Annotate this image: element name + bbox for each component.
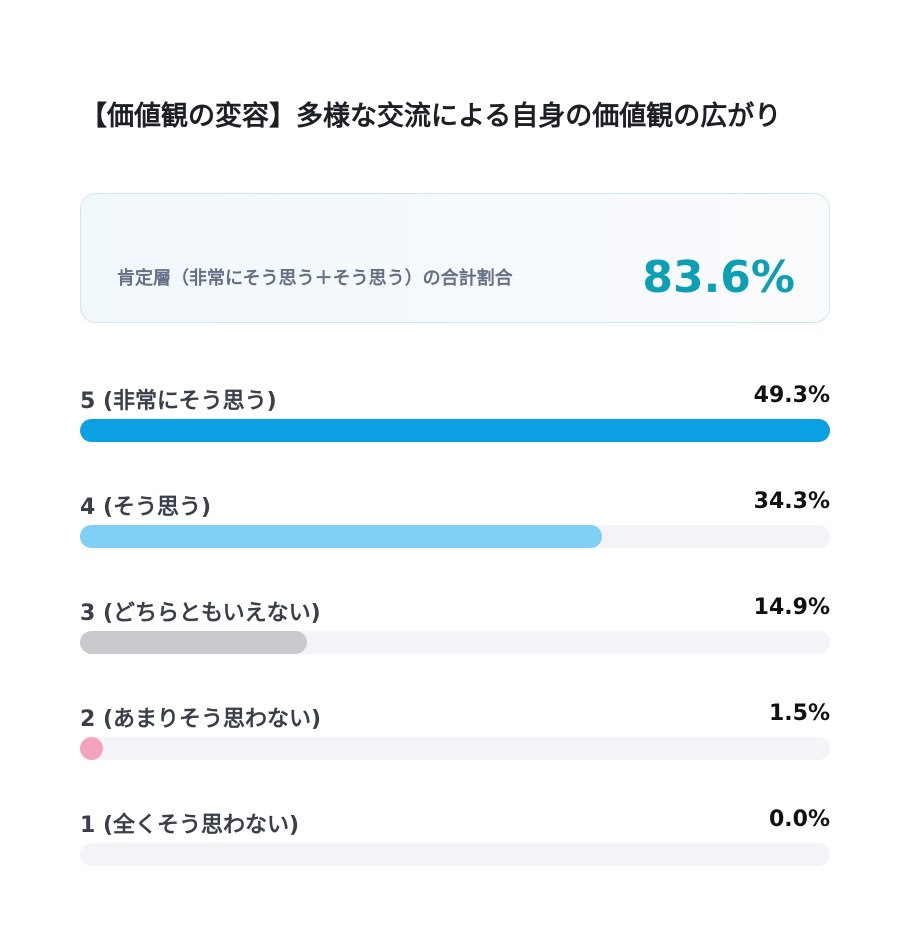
value-label: 0.0% xyxy=(768,807,830,832)
summary-value: 83.6% xyxy=(642,252,795,303)
bar-track xyxy=(80,631,830,654)
value-label: 49.3% xyxy=(753,383,830,408)
bar-row: 2 (あまりそう思わない) 1.5% xyxy=(80,701,830,761)
chart-title: 【価値観の変容】多様な交流による自身の価値観の広がり xyxy=(80,101,782,132)
category-label: 1 (全くそう思わない) xyxy=(80,813,300,838)
value-label: 14.9% xyxy=(753,595,830,620)
summary-label: 肯定層（非常にそう思う＋そう思う）の合計割合 xyxy=(117,268,513,289)
bar-row: 5 (非常にそう思う) 49.3% xyxy=(80,383,830,443)
category-label: 2 (あまりそう思わない) xyxy=(80,707,322,732)
category-label: 3 (どちらともいえない) xyxy=(80,601,321,626)
bar-row: 3 (どちらともいえない) 14.9% xyxy=(80,595,830,655)
category-label: 4 (そう思う) xyxy=(80,495,212,520)
bar-track xyxy=(80,419,830,442)
category-label: 5 (非常にそう思う) xyxy=(80,389,277,414)
bar xyxy=(80,525,602,548)
bar xyxy=(80,737,103,760)
bar xyxy=(80,631,307,654)
value-label: 34.3% xyxy=(753,489,830,514)
bar xyxy=(80,419,830,442)
bar-track xyxy=(80,525,830,548)
bar-track xyxy=(80,737,830,760)
bar-row: 4 (そう思う) 34.3% xyxy=(80,489,830,549)
bar-row: 1 (全くそう思わない) 0.0% xyxy=(80,807,830,867)
summary-box: 肯定層（非常にそう思う＋そう思う）の合計割合 83.6% xyxy=(80,193,830,323)
value-label: 1.5% xyxy=(768,701,830,726)
bar-track xyxy=(80,843,830,866)
